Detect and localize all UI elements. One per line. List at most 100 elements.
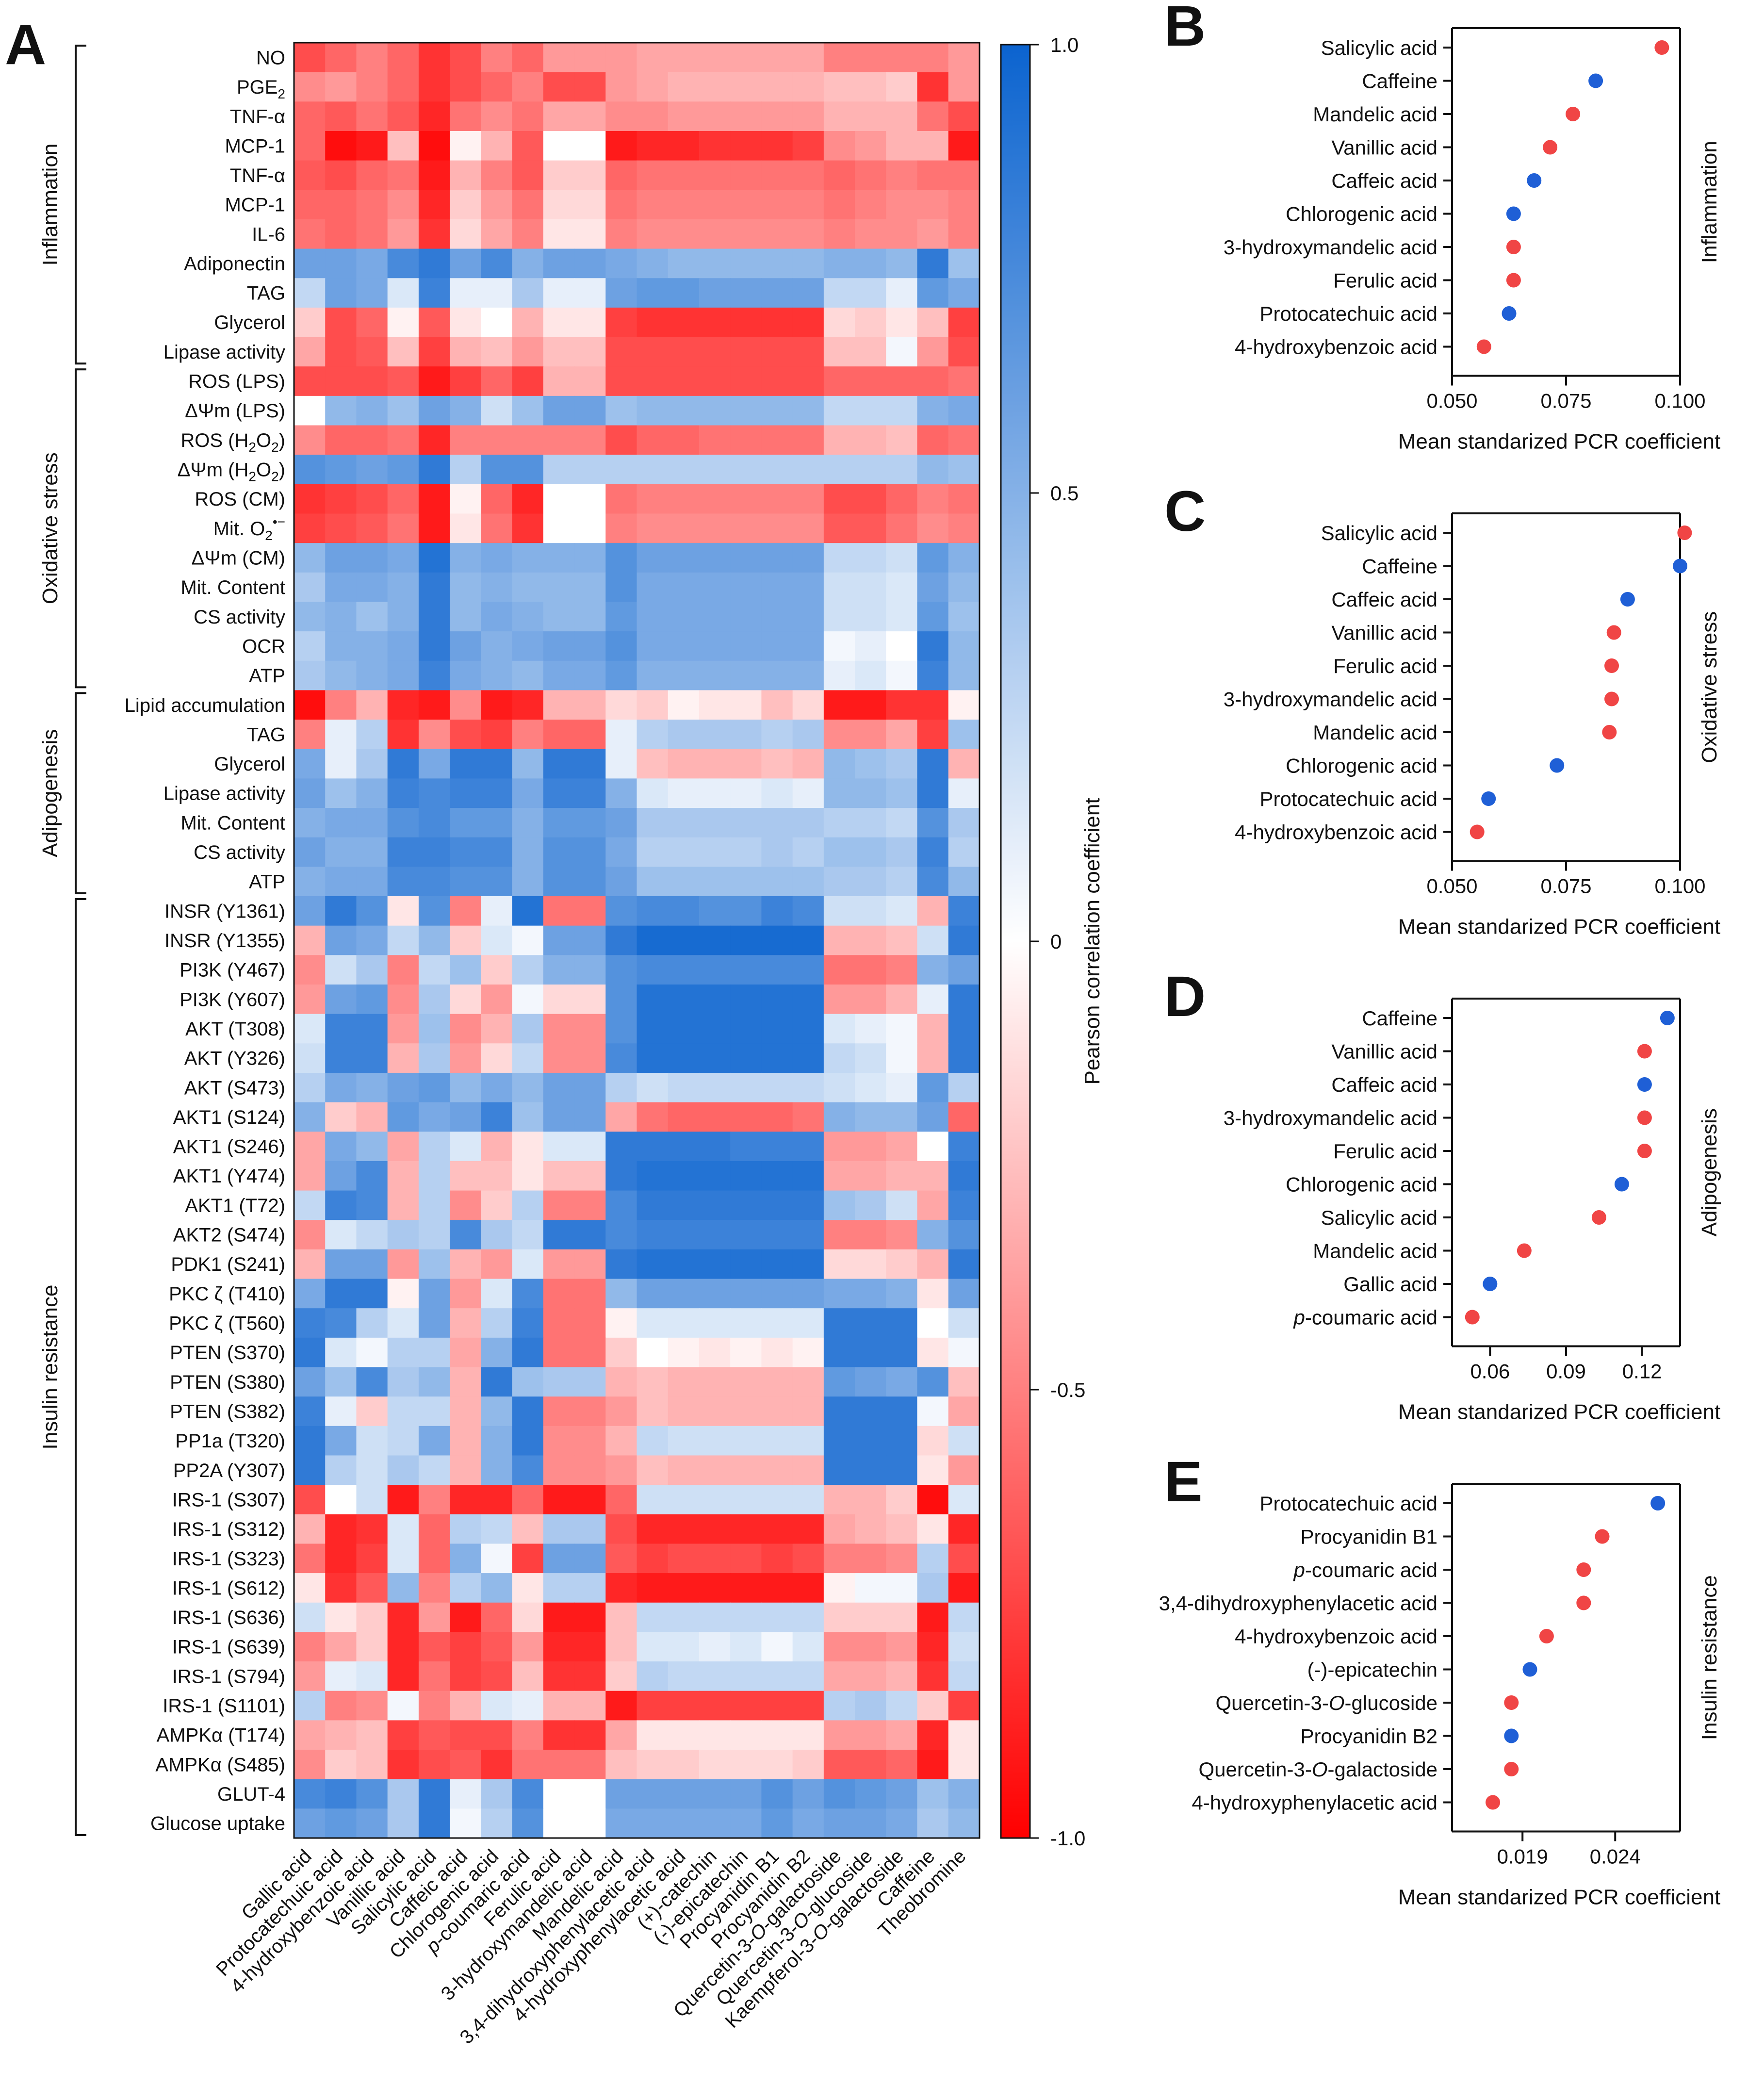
heatmap-cell: [387, 1543, 419, 1574]
heatmap-cell: [668, 1190, 700, 1221]
heatmap-cell: [450, 219, 482, 249]
heatmap-cell: [730, 631, 762, 661]
heatmap-cell: [512, 660, 544, 691]
heatmap-cell: [450, 1043, 482, 1073]
heatmap-cell: [855, 1279, 887, 1309]
x-axis-title: Mean standarized PCR coefficient: [1398, 915, 1720, 939]
heatmap-cell: [948, 1190, 980, 1221]
heatmap-cell: [574, 1632, 606, 1662]
heatmap-cell: [543, 1779, 575, 1809]
heatmap-cell: [823, 572, 855, 603]
data-point: [1527, 173, 1542, 188]
heatmap-cell: [792, 984, 824, 1015]
heatmap-cell: [450, 1573, 482, 1603]
heatmap-cell: [387, 1808, 419, 1839]
heatmap-cell: [730, 1602, 762, 1633]
heatmap-cell: [387, 660, 419, 691]
heatmap-cell: [855, 160, 887, 191]
heatmap-cell: [294, 572, 326, 603]
heatmap-cell: [512, 1337, 544, 1368]
heatmap-cell: [823, 1485, 855, 1515]
heatmap-cell: [481, 101, 513, 131]
heatmap-cell: [823, 837, 855, 868]
heatmap-cell: [387, 219, 419, 249]
heatmap-cell: [730, 543, 762, 573]
heatmap-cell: [668, 513, 700, 543]
heatmap-cell: [512, 160, 544, 191]
heatmap-cell: [605, 1691, 637, 1721]
heatmap-cell: [886, 1308, 918, 1338]
heatmap-cell: [294, 131, 326, 161]
heatmap-cell: [481, 425, 513, 455]
heatmap-cell: [325, 1396, 357, 1427]
heatmap-cell: [886, 219, 918, 249]
heatmap-cell: [574, 1720, 606, 1750]
heatmap-cell: [637, 366, 669, 396]
heatmap-cell: [668, 1455, 700, 1485]
heatmap-cell: [917, 425, 949, 455]
heatmap-cell: [481, 543, 513, 573]
heatmap-cell: [512, 1543, 544, 1574]
heatmap-cell: [823, 925, 855, 956]
heatmap-cell: [792, 248, 824, 279]
heatmap-cell: [917, 1632, 949, 1662]
heatmap-cell: [761, 1602, 793, 1633]
heatmap-cell: [948, 690, 980, 720]
heatmap-cell: [481, 513, 513, 543]
row-label: Mit. O2•−: [213, 514, 285, 543]
point-label: Vanillic acid: [1331, 622, 1437, 644]
heatmap-cell: [823, 1396, 855, 1427]
heatmap-cell: [792, 1190, 824, 1221]
heatmap-cell: [450, 1632, 482, 1662]
heatmap-cell: [823, 955, 855, 985]
heatmap-cell: [886, 1367, 918, 1397]
heatmap-cell: [761, 1573, 793, 1603]
heatmap-cell: [574, 1808, 606, 1839]
row-label: PGE2: [237, 77, 285, 101]
heatmap-cell: [387, 307, 419, 338]
heatmap-cell: [855, 1485, 887, 1515]
heatmap-cell: [512, 1190, 544, 1221]
heatmap-cell: [886, 1632, 918, 1662]
heatmap-cell: [481, 1514, 513, 1544]
data-point: [1506, 273, 1521, 288]
heatmap-cell: [481, 307, 513, 338]
x-axis-title: Mean standarized PCR coefficient: [1398, 1400, 1720, 1424]
heatmap-cell: [574, 1102, 606, 1133]
heatmap-cell: [948, 543, 980, 573]
heatmap-cell: [512, 955, 544, 985]
heatmap-cell: [574, 160, 606, 191]
heatmap-cell: [699, 1720, 731, 1750]
heatmap-cell: [823, 867, 855, 897]
data-point: [1677, 525, 1692, 540]
row-label: Mit. Content: [180, 812, 285, 834]
heatmap-cell: [481, 631, 513, 661]
heatmap-cell: [481, 749, 513, 779]
heatmap-cell: [761, 543, 793, 573]
heatmap-cell: [356, 984, 388, 1015]
heatmap-cell: [792, 101, 824, 131]
heatmap-cell: [886, 425, 918, 455]
heatmap-cell: [668, 896, 700, 926]
heatmap-cell: [699, 690, 731, 720]
heatmap-cell: [481, 395, 513, 426]
data-point: [1660, 1011, 1675, 1025]
heatmap-cell: [823, 513, 855, 543]
heatmap-cell: [543, 955, 575, 985]
heatmap-cell: [325, 1779, 357, 1809]
heatmap-cell: [668, 1779, 700, 1809]
heatmap-cell: [543, 366, 575, 396]
heatmap-cell: [481, 1573, 513, 1603]
point-label: Caffeine: [1362, 70, 1437, 93]
heatmap-cell: [356, 720, 388, 750]
heatmap-cell: [855, 660, 887, 691]
heatmap-cell: [668, 1602, 700, 1633]
heatmap-cell: [418, 749, 450, 779]
heatmap-cell: [356, 307, 388, 338]
heatmap-cell: [574, 1455, 606, 1485]
heatmap-cell: [356, 1043, 388, 1073]
heatmap-cell: [823, 1632, 855, 1662]
heatmap-cell: [543, 1249, 575, 1280]
heatmap-cell: [948, 1102, 980, 1133]
heatmap-cell: [356, 1132, 388, 1162]
